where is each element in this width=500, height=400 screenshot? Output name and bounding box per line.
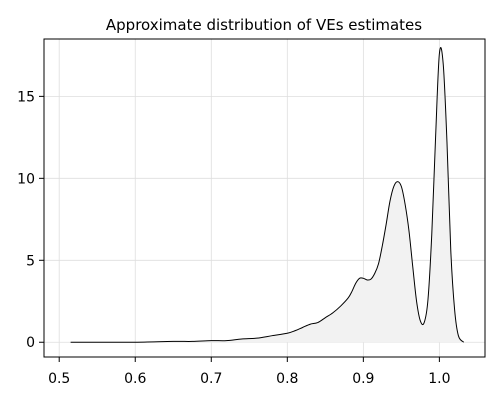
x-tick-label: 0.6	[124, 371, 146, 387]
plot-area-frame	[43, 38, 486, 358]
x-tick-label: 1.0	[428, 371, 450, 387]
density-area-fill	[70, 47, 464, 343]
x-tick-label: 0.5	[48, 371, 70, 387]
y-tick-label: 10	[17, 171, 35, 187]
y-tick-label: 0	[26, 335, 35, 351]
y-tick-label: 15	[17, 89, 35, 105]
grid-lines	[44, 39, 485, 357]
y-axis: 0 5 10 15	[17, 89, 44, 351]
x-tick-label: 0.7	[200, 371, 222, 387]
y-tick-label: 5	[26, 253, 35, 269]
x-axis: 0.5 0.6 0.7 0.8 0.9 1.0	[48, 357, 451, 387]
x-tick-label: 0.8	[276, 371, 298, 387]
chart-title: Approximate distribution of VEs estimate…	[106, 16, 422, 34]
x-tick-label: 0.9	[352, 371, 374, 387]
density-curve	[70, 47, 465, 343]
